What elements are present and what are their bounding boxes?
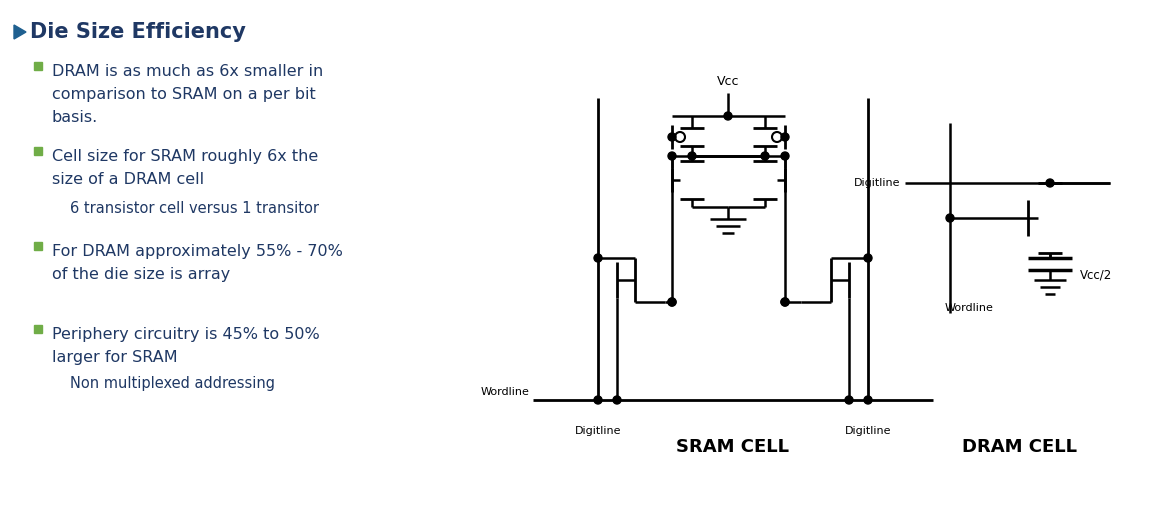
Circle shape — [668, 133, 676, 141]
Circle shape — [772, 132, 782, 142]
Text: Non multiplexed addressing: Non multiplexed addressing — [70, 376, 275, 391]
Bar — [35, 242, 41, 250]
Text: 6 transistor cell versus 1 transitor: 6 transistor cell versus 1 transitor — [70, 201, 319, 216]
Circle shape — [594, 396, 602, 404]
Circle shape — [782, 298, 788, 306]
Text: Cell size for SRAM roughly 6x the
size of a DRAM cell: Cell size for SRAM roughly 6x the size o… — [52, 149, 318, 187]
Circle shape — [688, 152, 696, 160]
Text: Die Size Efficiency: Die Size Efficiency — [30, 22, 246, 42]
Text: Vcc: Vcc — [717, 75, 739, 88]
Text: Periphery circuitry is 45% to 50%
larger for SRAM: Periphery circuitry is 45% to 50% larger… — [52, 327, 320, 365]
Circle shape — [782, 298, 788, 306]
Bar — [35, 325, 41, 333]
Text: For DRAM approximately 55% - 70%
of the die size is array: For DRAM approximately 55% - 70% of the … — [52, 244, 343, 282]
Circle shape — [668, 298, 676, 306]
Bar — [35, 62, 41, 70]
Circle shape — [864, 254, 872, 262]
Text: Wordline: Wordline — [481, 387, 529, 397]
Circle shape — [668, 298, 676, 306]
Circle shape — [782, 152, 788, 160]
Circle shape — [613, 396, 622, 404]
Text: Digitline: Digitline — [845, 426, 891, 436]
Polygon shape — [14, 25, 26, 39]
Circle shape — [761, 152, 769, 160]
Text: Digitline: Digitline — [574, 426, 622, 436]
Circle shape — [845, 396, 853, 404]
Circle shape — [946, 214, 954, 222]
Text: Vcc/2: Vcc/2 — [1080, 269, 1112, 281]
Text: DRAM is as much as 6x smaller in
comparison to SRAM on a per bit
basis.: DRAM is as much as 6x smaller in compari… — [52, 64, 323, 124]
Circle shape — [724, 112, 732, 120]
Text: DRAM CELL: DRAM CELL — [962, 438, 1077, 456]
Circle shape — [668, 152, 676, 160]
Circle shape — [674, 132, 685, 142]
Circle shape — [1046, 179, 1054, 187]
Text: SRAM CELL: SRAM CELL — [677, 438, 790, 456]
Circle shape — [594, 254, 602, 262]
Text: Wordline: Wordline — [945, 303, 993, 313]
Circle shape — [782, 133, 788, 141]
Circle shape — [864, 396, 872, 404]
Text: Digitline: Digitline — [854, 178, 900, 188]
Bar — [35, 147, 41, 155]
